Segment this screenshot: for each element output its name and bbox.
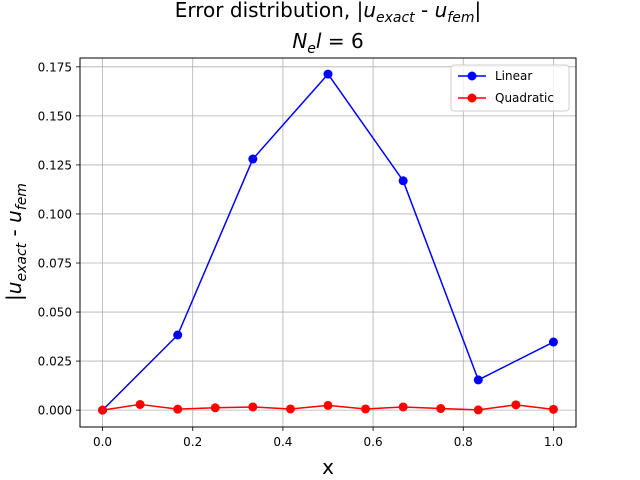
data-point-linear xyxy=(323,69,333,79)
data-point-quadratic xyxy=(511,400,521,410)
legend-label-quadratic: Quadratic xyxy=(495,91,554,105)
series-layer xyxy=(98,69,558,415)
data-point-quadratic xyxy=(361,404,371,414)
data-point-quadratic xyxy=(210,403,220,413)
y-tick-label: 0.000 xyxy=(38,404,72,418)
data-point-quadratic xyxy=(135,399,145,409)
chart-title: Error distribution, |uexact - ufem| xyxy=(175,0,481,26)
legend-marker-quadratic xyxy=(467,93,477,103)
y-tick-label: 0.125 xyxy=(38,158,72,172)
data-point-linear xyxy=(548,337,558,347)
legend-marker-linear xyxy=(467,71,477,81)
axes-frame xyxy=(79,57,577,428)
data-point-linear xyxy=(473,375,483,385)
chart-subtitle: Nel = 6 xyxy=(292,29,363,57)
y-tick-label: 0.100 xyxy=(38,207,72,221)
data-point-quadratic xyxy=(173,404,183,414)
x-tick-label: 0.0 xyxy=(93,435,112,449)
y-tick-label: 0.025 xyxy=(38,355,72,369)
x-tick-label: 0.4 xyxy=(273,435,292,449)
data-point-quadratic xyxy=(323,400,333,410)
x-axis-title: x xyxy=(322,455,334,479)
data-point-quadratic xyxy=(548,404,558,414)
x-tick-label: 0.6 xyxy=(364,435,383,449)
x-tick-label: 1.0 xyxy=(544,435,563,449)
legend: Linear Quadratic xyxy=(450,64,570,112)
y-axis-title: |uexact - ufem xyxy=(2,183,30,301)
data-point-quadratic xyxy=(398,402,408,412)
y-tick-label: 0.175 xyxy=(38,60,72,74)
y-tick-label: 0.075 xyxy=(38,257,72,271)
data-point-quadratic xyxy=(248,402,258,412)
x-tick-label: 0.8 xyxy=(454,435,473,449)
data-point-quadratic xyxy=(98,405,108,415)
data-point-quadratic xyxy=(473,405,483,415)
x-axis: 0.0 0.2 0.4 0.6 0.8 1.0 xyxy=(93,427,563,449)
data-point-linear xyxy=(398,176,408,186)
data-point-linear xyxy=(173,330,183,340)
legend-label-linear: Linear xyxy=(495,69,532,83)
y-tick-label: 0.050 xyxy=(38,306,72,320)
x-tick-label: 0.2 xyxy=(183,435,202,449)
data-point-quadratic xyxy=(285,404,295,414)
y-tick-label: 0.150 xyxy=(38,109,72,123)
y-axis: 0.000 0.025 0.050 0.075 0.100 0.125 0.150 0.175 xyxy=(38,60,80,418)
grid xyxy=(80,58,576,427)
data-point-linear xyxy=(248,154,258,164)
data-point-quadratic xyxy=(436,404,446,414)
